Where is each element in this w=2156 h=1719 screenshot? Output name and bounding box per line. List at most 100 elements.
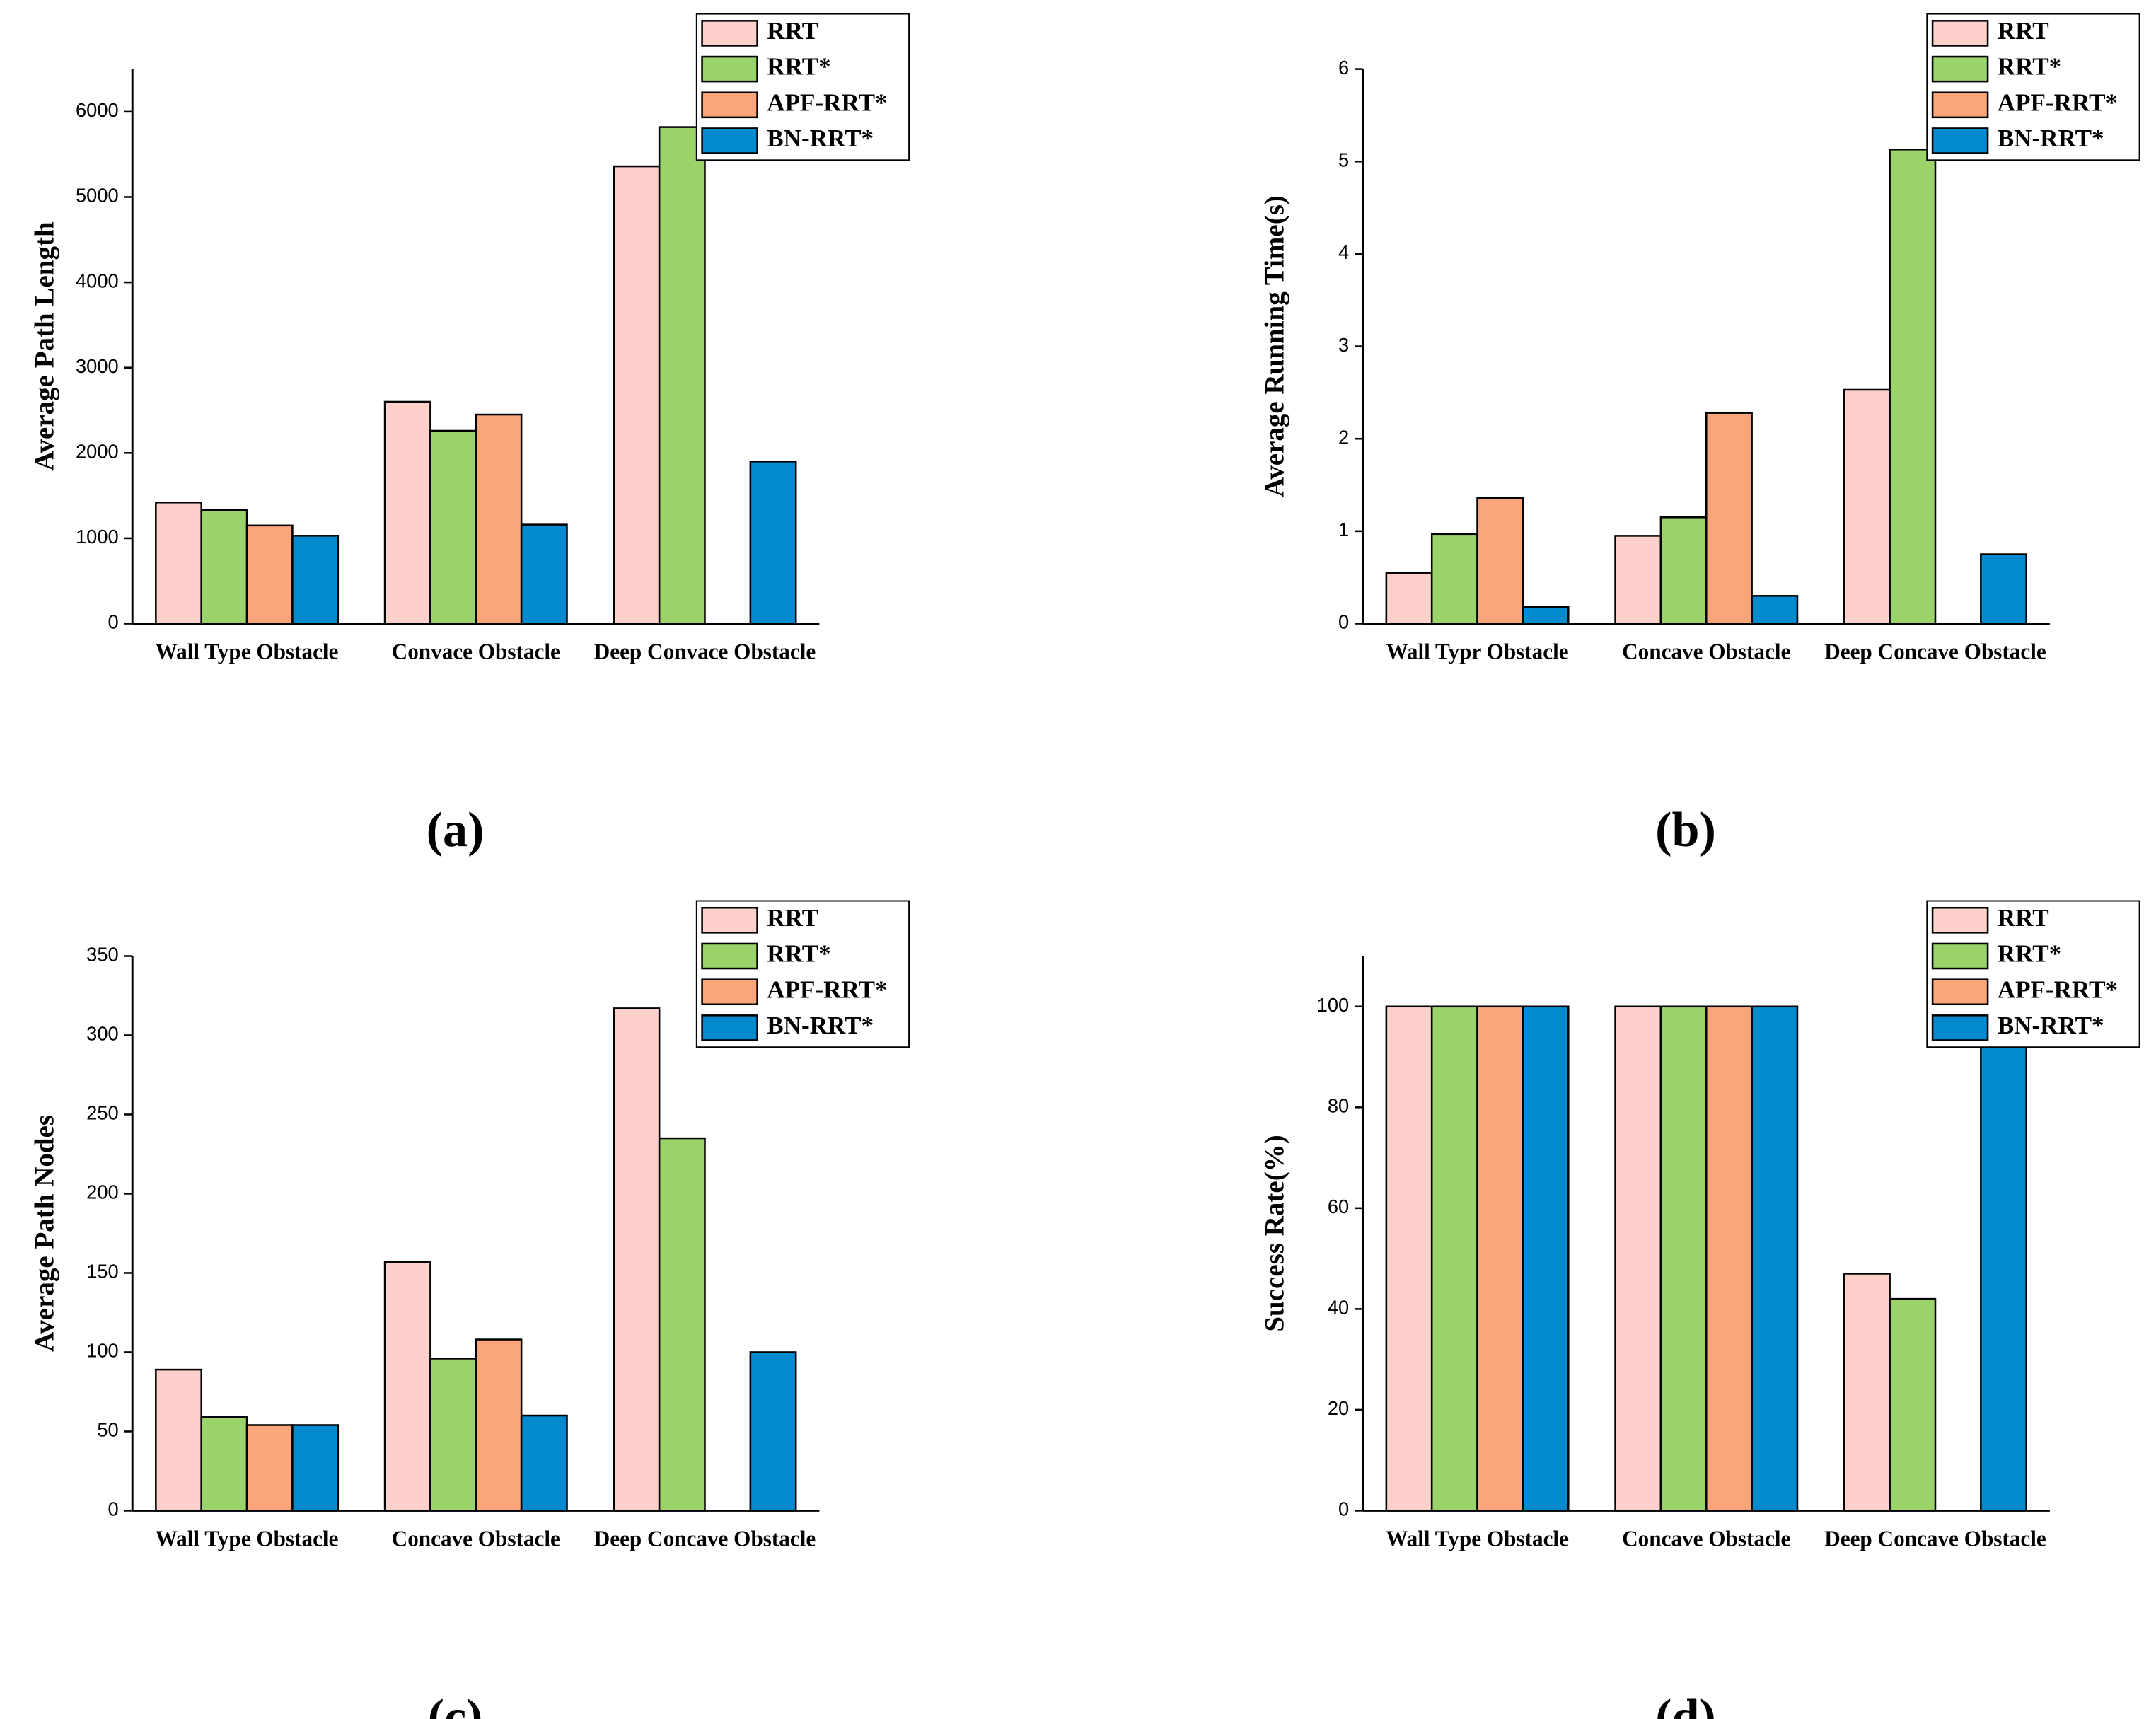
legend-swatch	[701, 1014, 758, 1041]
y-tick-label: 350	[86, 944, 119, 966]
bar	[1843, 388, 1891, 625]
bar	[1659, 1005, 1708, 1512]
legend-swatch	[1931, 55, 1989, 83]
legend-label: APF-RRT*	[767, 88, 887, 116]
y-tick-label: 0	[1338, 611, 1349, 633]
bar	[429, 1358, 477, 1512]
bar	[475, 1338, 523, 1512]
panel-label: (b)	[1655, 802, 1716, 857]
panel-label: (d)	[1655, 1689, 1716, 1719]
x-tick-label: Wall Type Obstacle	[156, 1527, 339, 1551]
bar	[1614, 1005, 1662, 1512]
legend-swatch	[701, 127, 758, 154]
y-tick-label: 4000	[76, 270, 119, 291]
bar	[1659, 516, 1708, 625]
legend-label: APF-RRT*	[1998, 976, 2118, 1003]
y-axis-label: Average Running Time(s)	[1260, 195, 1290, 497]
y-tick-label: 40	[1328, 1297, 1349, 1319]
legend-swatch	[701, 55, 758, 83]
bar	[245, 1424, 294, 1512]
legend-swatch	[701, 20, 758, 47]
y-tick-label: 1000	[76, 526, 119, 548]
bar	[1476, 1005, 1524, 1512]
y-tick-label: 100	[1317, 994, 1350, 1016]
y-tick-label: 50	[97, 1419, 118, 1441]
bar	[1751, 1005, 1799, 1512]
bar	[200, 1416, 248, 1512]
legend-label: BN-RRT*	[1998, 125, 2104, 152]
y-tick-label: 20	[1328, 1397, 1349, 1419]
y-tick-label: 0	[1338, 1498, 1349, 1520]
y-tick-label: 6	[1338, 57, 1349, 79]
legend-label: RRT	[1998, 17, 2049, 45]
y-axis-label: Average Path Length	[29, 221, 59, 471]
x-tick-label: Convace Obstacle	[392, 639, 560, 664]
y-tick-label: 0	[108, 1498, 119, 1520]
bar	[1385, 572, 1433, 625]
y-tick-label: 5	[1338, 149, 1349, 170]
y-tick-label: 1	[1338, 519, 1349, 540]
bar	[1476, 497, 1524, 625]
bar	[291, 1424, 340, 1512]
legend-swatch	[1931, 978, 1989, 1006]
legend-swatch	[1931, 91, 1989, 119]
x-tick-label: Wall Type Obstacle	[1386, 1527, 1569, 1551]
legend-label: BN-RRT*	[767, 1012, 874, 1039]
bar	[1705, 412, 1753, 625]
bar	[1430, 533, 1478, 625]
legend-swatch	[701, 978, 758, 1006]
bar	[520, 1414, 568, 1512]
bar	[1385, 1005, 1433, 1512]
y-tick-label: 200	[86, 1181, 119, 1203]
x-tick-label: Wall Type Obstacle	[156, 639, 339, 664]
legend-label: APF-RRT*	[1998, 88, 2118, 116]
panel-label: (c)	[428, 1689, 483, 1719]
bar	[475, 413, 523, 625]
legend-label: BN-RRT*	[767, 125, 874, 152]
bar	[658, 126, 706, 625]
y-tick-label: 4	[1338, 241, 1349, 263]
y-tick-label: 80	[1328, 1095, 1349, 1117]
x-tick-label: Deep Concave Obstacle	[594, 1527, 816, 1551]
bar	[613, 1007, 661, 1512]
legend-label: RRT	[767, 904, 818, 932]
bar	[1980, 553, 2027, 625]
x-tick-label: Concave Obstacle	[1622, 1527, 1790, 1551]
legend-label: APF-RRT*	[767, 976, 887, 1003]
bar	[1889, 1297, 1937, 1512]
y-tick-label: 150	[86, 1261, 119, 1283]
bar	[749, 461, 797, 625]
bar	[155, 502, 202, 625]
y-tick-label: 3	[1338, 334, 1349, 356]
y-tick-label: 300	[86, 1023, 119, 1045]
y-tick-label: 5000	[76, 185, 119, 207]
x-tick-label: Wall Typr Obstacle	[1386, 639, 1568, 664]
legend-label: RRT	[767, 17, 818, 45]
x-tick-label: Deep Convace Obstacle	[594, 639, 816, 664]
bar	[520, 523, 568, 625]
bar	[383, 400, 431, 625]
legend-swatch	[1931, 942, 1989, 970]
y-axis-label: Success Rate(%)	[1260, 1135, 1290, 1331]
y-axis-label: Average Path Nodes	[29, 1115, 59, 1352]
legend-label: BN-RRT*	[1998, 1012, 2104, 1039]
bar	[1751, 595, 1799, 625]
legend-label: RRT*	[767, 53, 830, 81]
bar	[1705, 1005, 1753, 1512]
bar	[1614, 535, 1662, 625]
bar	[1522, 606, 1570, 625]
bar	[1430, 1005, 1478, 1512]
x-tick-label: Concave Obstacle	[1622, 639, 1790, 664]
panel-label: (a)	[427, 802, 485, 857]
legend-swatch	[701, 906, 758, 934]
bar	[1980, 1005, 2027, 1512]
bar	[1843, 1273, 1891, 1512]
bar	[429, 429, 477, 625]
bar	[1889, 148, 1937, 625]
legend-swatch	[1931, 20, 1989, 47]
y-tick-label: 0	[108, 611, 119, 633]
legend-label: RRT	[1998, 904, 2049, 932]
y-tick-label: 100	[86, 1340, 119, 1362]
